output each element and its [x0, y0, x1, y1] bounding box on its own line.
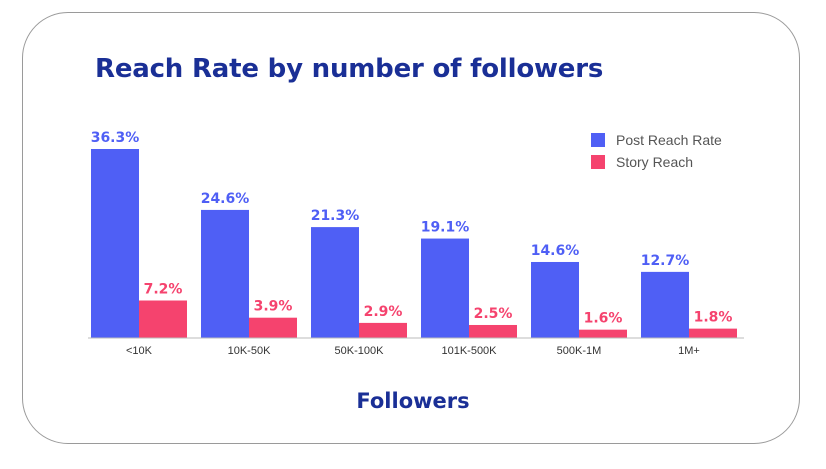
chart-card-frame: [22, 12, 800, 444]
bar-story-reach-2: [359, 322, 407, 338]
tick-label-3: 101K-500K: [441, 345, 497, 357]
legend-swatch-post-reach: [591, 133, 605, 147]
data-label-post-reach-1: 24.6%: [201, 191, 250, 207]
tick-labels-layer: <10K 10K-50K 50K-100K 101K-500K 500K-1M 1M+: [126, 345, 700, 357]
bar-story-reach-1: [249, 317, 297, 338]
bar-story-reach-5: [689, 328, 737, 338]
legend-label-story-reach: Story Reach: [616, 154, 694, 170]
chart-title: Reach Rate by number of followers: [95, 54, 604, 84]
data-label-post-reach-0: 36.3%: [91, 130, 140, 146]
tick-label-4: 500K-1M: [557, 345, 602, 357]
bar-post-reach-3: [421, 238, 469, 338]
legend-item-post-reach: Post Reach Rate: [591, 129, 722, 151]
bar-story-reach-4: [579, 329, 627, 338]
tick-label-1: 10K-50K: [228, 345, 271, 357]
bar-post-reach-0: [91, 149, 139, 338]
legend: Post Reach Rate Story Reach: [591, 129, 722, 173]
bar-story-reach-3: [469, 324, 517, 338]
labels-layer: 36.3% 7.2% 24.6% 3.9% 21.3% 2.9% 19.1% 2.5% 14.6…: [91, 130, 733, 327]
legend-swatch-story-reach: [591, 155, 605, 169]
bar-post-reach-5: [641, 271, 689, 338]
bar-post-reach-2: [311, 227, 359, 338]
data-label-post-reach-4: 14.6%: [531, 243, 580, 259]
tick-label-0: <10K: [126, 345, 153, 357]
legend-label-post-reach: Post Reach Rate: [616, 132, 722, 148]
data-label-post-reach-2: 21.3%: [311, 208, 360, 224]
tick-label-2: 50K-100K: [335, 345, 385, 357]
bar-story-reach-0: [139, 300, 187, 338]
data-label-story-reach-0: 7.2%: [144, 282, 183, 298]
legend-item-story-reach: Story Reach: [591, 151, 722, 173]
data-label-story-reach-3: 2.5%: [474, 306, 513, 322]
data-label-story-reach-5: 1.8%: [694, 310, 733, 326]
x-axis-title: Followers: [356, 389, 470, 413]
data-label-post-reach-3: 19.1%: [421, 220, 470, 236]
bar-post-reach-1: [201, 209, 249, 338]
data-label-story-reach-2: 2.9%: [364, 304, 403, 320]
tick-label-5: 1M+: [678, 345, 700, 357]
data-label-story-reach-1: 3.9%: [254, 299, 293, 315]
data-label-story-reach-4: 1.6%: [584, 311, 623, 327]
bar-post-reach-4: [531, 261, 579, 338]
data-label-post-reach-5: 12.7%: [641, 253, 690, 269]
bars-layer: [91, 149, 737, 338]
